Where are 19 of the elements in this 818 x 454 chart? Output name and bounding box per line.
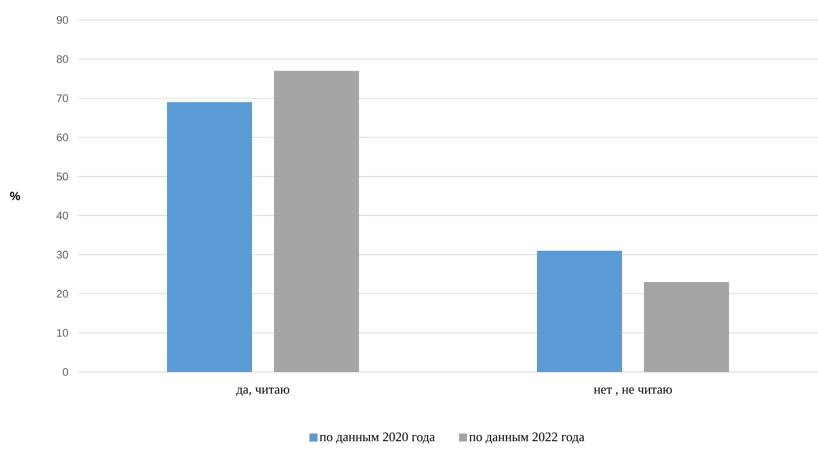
y-axis-title: % — [10, 192, 20, 200]
y-tick-label: 30 — [56, 250, 68, 259]
legend-label: по данным 2020 года — [320, 432, 435, 444]
y-tick-label: 70 — [56, 94, 68, 102]
bar — [167, 102, 252, 372]
y-tick-label: 0 — [62, 368, 68, 376]
bar — [537, 250, 622, 372]
y-tick-label: 90 — [56, 16, 68, 24]
bar — [644, 282, 730, 372]
bar — [274, 70, 360, 372]
y-tick-label: 60 — [56, 133, 68, 142]
x-tick-label: да, читаю — [236, 388, 290, 396]
y-tick-label: 50 — [56, 172, 68, 180]
y-tick-label: 10 — [57, 329, 68, 337]
y-tick-label: 80 — [56, 55, 68, 63]
y-tick-label: 20 — [56, 290, 68, 298]
legend-label: по данным 2022 года — [469, 432, 584, 444]
x-tick-label: нет , не читаю — [594, 388, 672, 396]
y-tick-label: 40 — [56, 212, 68, 220]
